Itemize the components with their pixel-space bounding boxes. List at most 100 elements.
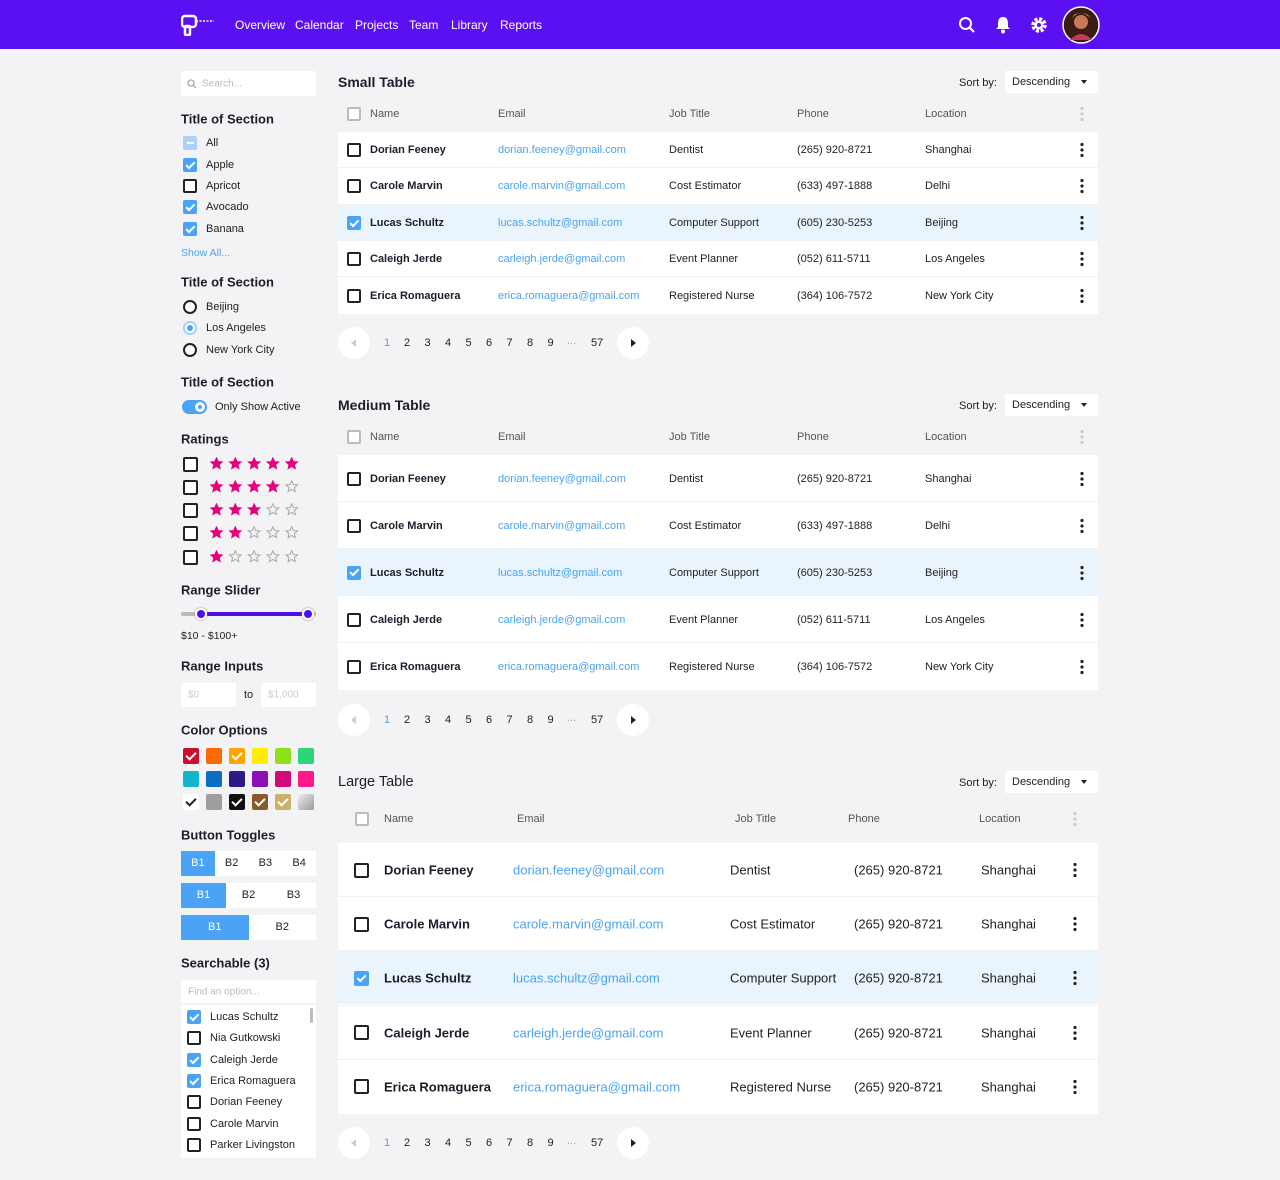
row-menu[interactable] bbox=[1072, 1079, 1078, 1095]
email-link[interactable]: carole.marvin@gmail.com bbox=[498, 180, 626, 193]
checkbox[interactable] bbox=[183, 456, 198, 472]
nav-link[interactable]: Projects bbox=[355, 18, 399, 32]
page-number[interactable]: 7 bbox=[506, 714, 513, 726]
checkbox[interactable] bbox=[347, 565, 361, 580]
email-link[interactable]: lucas.schultz@gmail.com bbox=[498, 216, 623, 229]
row-menu[interactable] bbox=[1079, 288, 1085, 304]
table-row[interactable] bbox=[338, 1005, 1098, 1059]
search-input[interactable]: Search... bbox=[181, 71, 316, 96]
color-swatch[interactable] bbox=[275, 794, 291, 810]
radio[interactable] bbox=[183, 321, 197, 335]
email-link[interactable]: carole.marvin@gmail.com bbox=[513, 916, 664, 932]
checkbox[interactable] bbox=[187, 1052, 201, 1067]
toggle[interactable] bbox=[182, 400, 207, 414]
sort-dropdown[interactable]: Descending bbox=[1005, 71, 1098, 93]
table-row[interactable] bbox=[338, 277, 1098, 313]
prev-page-button[interactable] bbox=[338, 327, 370, 359]
checkbox[interactable] bbox=[347, 252, 361, 267]
checkbox[interactable] bbox=[347, 179, 361, 194]
page-number[interactable]: 57 bbox=[591, 714, 604, 726]
checkbox[interactable] bbox=[183, 222, 197, 236]
checkbox[interactable] bbox=[187, 1095, 201, 1110]
checkbox[interactable] bbox=[354, 970, 369, 986]
row-menu[interactable] bbox=[1079, 142, 1085, 158]
checkbox[interactable] bbox=[183, 549, 198, 565]
nav-link[interactable]: Overview bbox=[235, 18, 286, 32]
row-menu[interactable] bbox=[1079, 565, 1085, 581]
sort-dropdown[interactable]: Descending bbox=[1005, 394, 1098, 416]
slider-handle[interactable] bbox=[195, 608, 207, 620]
toggle-button[interactable]: B2 bbox=[214, 851, 249, 876]
page-number[interactable]: 5 bbox=[465, 337, 472, 349]
nav-link[interactable]: Reports bbox=[500, 18, 543, 32]
show-all-link[interactable]: Show All... bbox=[181, 247, 231, 259]
color-swatch[interactable] bbox=[206, 771, 222, 787]
toggle-button[interactable]: B1 bbox=[181, 883, 226, 908]
row-menu[interactable] bbox=[1079, 215, 1085, 231]
range-max-input[interactable]: $1,000 bbox=[261, 683, 316, 707]
page-number[interactable]: 4 bbox=[445, 337, 452, 349]
sort-dropdown[interactable]: Descending bbox=[1005, 771, 1098, 793]
page-number[interactable]: 9 bbox=[547, 1137, 554, 1149]
checkbox[interactable] bbox=[187, 1010, 201, 1024]
row-menu[interactable] bbox=[1072, 916, 1078, 932]
checkbox[interactable] bbox=[354, 1079, 369, 1095]
email-link[interactable]: erica.romaguera@gmail.com bbox=[498, 289, 640, 302]
checkbox[interactable] bbox=[354, 916, 369, 932]
email-link[interactable]: carleigh.jerde@gmail.com bbox=[513, 1025, 664, 1041]
color-swatch[interactable] bbox=[275, 748, 291, 764]
checkbox[interactable] bbox=[183, 136, 197, 150]
color-swatch[interactable] bbox=[298, 771, 314, 787]
color-swatch[interactable] bbox=[275, 771, 291, 787]
table-row[interactable] bbox=[338, 951, 1098, 1005]
page-number[interactable]: 1 bbox=[384, 1137, 391, 1149]
checkbox[interactable] bbox=[347, 288, 361, 303]
checkbox[interactable] bbox=[183, 179, 197, 193]
page-number[interactable]: 2 bbox=[404, 714, 411, 726]
table-row[interactable] bbox=[338, 643, 1098, 689]
checkbox[interactable] bbox=[355, 812, 369, 826]
email-link[interactable]: lucas.schultz@gmail.com bbox=[498, 566, 623, 579]
checkbox[interactable] bbox=[347, 143, 361, 157]
email-link[interactable]: dorian.feeney@gmail.com bbox=[498, 144, 626, 156]
row-menu[interactable] bbox=[1079, 659, 1085, 675]
radio[interactable] bbox=[183, 343, 197, 357]
checkbox[interactable] bbox=[347, 471, 361, 486]
row-menu[interactable] bbox=[1079, 429, 1085, 445]
page-number[interactable]: 4 bbox=[445, 714, 452, 726]
page-number[interactable]: 7 bbox=[506, 337, 513, 349]
toggle-button[interactable]: B3 bbox=[248, 851, 283, 876]
notifications-icon[interactable] bbox=[995, 16, 1011, 34]
email-link[interactable]: dorian.feeney@gmail.com bbox=[513, 862, 665, 878]
table-row[interactable] bbox=[338, 131, 1098, 168]
page-number[interactable]: 6 bbox=[486, 714, 493, 726]
row-menu[interactable] bbox=[1079, 518, 1085, 534]
checkbox[interactable] bbox=[347, 107, 361, 121]
page-number[interactable]: 3 bbox=[424, 714, 431, 726]
toggle-button[interactable]: B2 bbox=[226, 883, 271, 908]
color-swatch[interactable] bbox=[298, 748, 314, 764]
page-number[interactable]: 3 bbox=[424, 337, 431, 349]
email-link[interactable]: lucas.schultz@gmail.com bbox=[513, 970, 660, 986]
color-swatch[interactable] bbox=[206, 748, 222, 764]
checkbox[interactable] bbox=[354, 862, 369, 878]
row-menu[interactable] bbox=[1079, 471, 1085, 487]
page-number[interactable]: 8 bbox=[527, 1137, 534, 1149]
page-number[interactable]: 1 bbox=[384, 714, 391, 726]
table-row[interactable] bbox=[338, 168, 1098, 204]
row-menu[interactable] bbox=[1079, 612, 1085, 628]
row-menu[interactable] bbox=[1079, 106, 1085, 122]
email-link[interactable]: carole.marvin@gmail.com bbox=[498, 519, 626, 532]
color-swatch[interactable] bbox=[183, 771, 199, 787]
checkbox[interactable] bbox=[347, 518, 361, 533]
page-number[interactable]: 5 bbox=[465, 714, 472, 726]
color-swatch[interactable] bbox=[229, 748, 245, 764]
color-swatch[interactable] bbox=[298, 794, 314, 810]
next-page-button[interactable] bbox=[617, 1127, 649, 1159]
table-row[interactable] bbox=[338, 1059, 1098, 1113]
page-number[interactable]: 9 bbox=[547, 714, 554, 726]
page-number[interactable]: 2 bbox=[404, 337, 411, 349]
email-link[interactable]: erica.romaguera@gmail.com bbox=[498, 660, 640, 673]
row-menu[interactable] bbox=[1079, 251, 1085, 267]
toggle-button[interactable]: B1 bbox=[181, 915, 249, 940]
